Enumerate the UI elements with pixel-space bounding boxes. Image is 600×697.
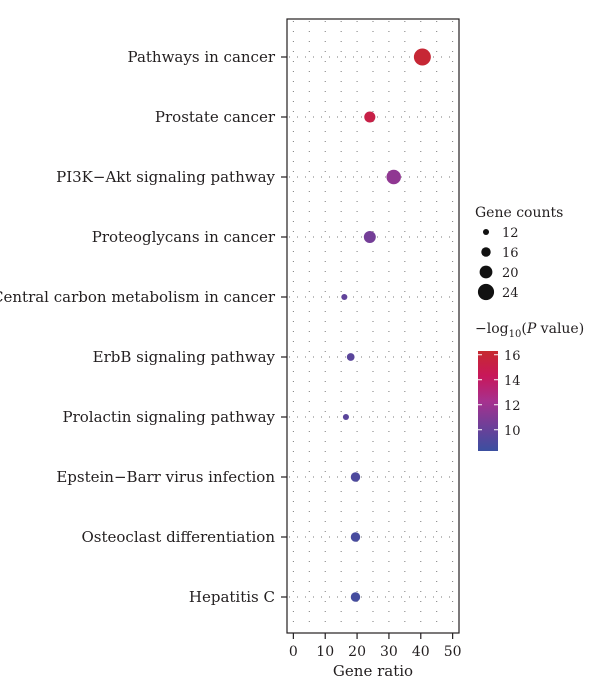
x-axis: 0 10 20 30 40 50 — [289, 633, 462, 660]
y-term-label: Pathways in cancer — [128, 48, 276, 66]
size-legend-label: 16 — [502, 246, 519, 261]
size-legend-title: Gene counts — [475, 205, 563, 221]
size-legend-label: 24 — [502, 286, 519, 301]
data-point — [350, 532, 361, 542]
color-legend-title-sub: 10 — [509, 329, 522, 340]
y-term-label: Osteoclast differentiation — [82, 528, 276, 546]
y-term-label: Hepatitis C — [189, 588, 275, 606]
x-tick-label: 40 — [412, 644, 430, 660]
color-bar-label: 12 — [504, 399, 521, 414]
color-legend-title-prefix: −log — [475, 321, 509, 337]
size-legend-label: 20 — [502, 266, 519, 281]
data-point — [386, 169, 401, 185]
data-point — [346, 353, 355, 361]
y-term-label: Epstein−Barr virus infection — [56, 468, 275, 486]
color-bar-label: 10 — [504, 424, 521, 439]
y-term-label: PI3K−Akt signaling pathway — [56, 168, 275, 186]
data-point — [350, 472, 361, 482]
color-bar — [478, 351, 498, 451]
y-term-label: Prolactin signaling pathway — [62, 408, 275, 426]
size-legend-dot — [481, 247, 491, 257]
size-legend-dot — [477, 283, 495, 301]
y-term-label: Proteoglycans in cancer — [92, 228, 276, 246]
color-legend-title-italic: P — [526, 321, 537, 337]
color-bar-label: 16 — [504, 349, 521, 364]
data-point — [350, 592, 361, 602]
x-tick-label: 30 — [380, 644, 398, 660]
x-tick-label: 0 — [289, 644, 298, 660]
color-legend-title-open: ( — [521, 321, 526, 337]
data-point — [413, 48, 431, 66]
size-legend-dot — [479, 265, 493, 279]
color-legend-title: −log10(P value) — [475, 321, 584, 340]
data-point — [364, 111, 376, 123]
data-point — [341, 293, 348, 301]
plot-panel-border — [286, 18, 460, 634]
size-legend-dot — [482, 228, 490, 236]
x-axis-title: Gene ratio — [333, 662, 413, 680]
size-legend: Gene counts 12 16 20 24 — [475, 205, 563, 301]
y-term-label: Prostate cancer — [155, 108, 276, 126]
data-point — [342, 413, 349, 421]
data-points — [341, 48, 431, 602]
y-term-label: Central carbon metabolism in cancer — [0, 288, 276, 306]
y-axis-term-labels: Pathways in cancer Prostate cancer PI3K−Ak… — [0, 48, 287, 606]
data-point — [363, 231, 376, 243]
x-tick-label: 10 — [316, 644, 334, 660]
color-legend-title-suffix: value) — [536, 321, 584, 337]
color-bar-label: 14 — [504, 374, 521, 389]
x-tick-label: 20 — [348, 644, 366, 660]
size-legend-label: 12 — [502, 226, 519, 241]
y-term-label: ErbB signaling pathway — [93, 348, 276, 366]
x-tick-label: 50 — [444, 644, 462, 660]
